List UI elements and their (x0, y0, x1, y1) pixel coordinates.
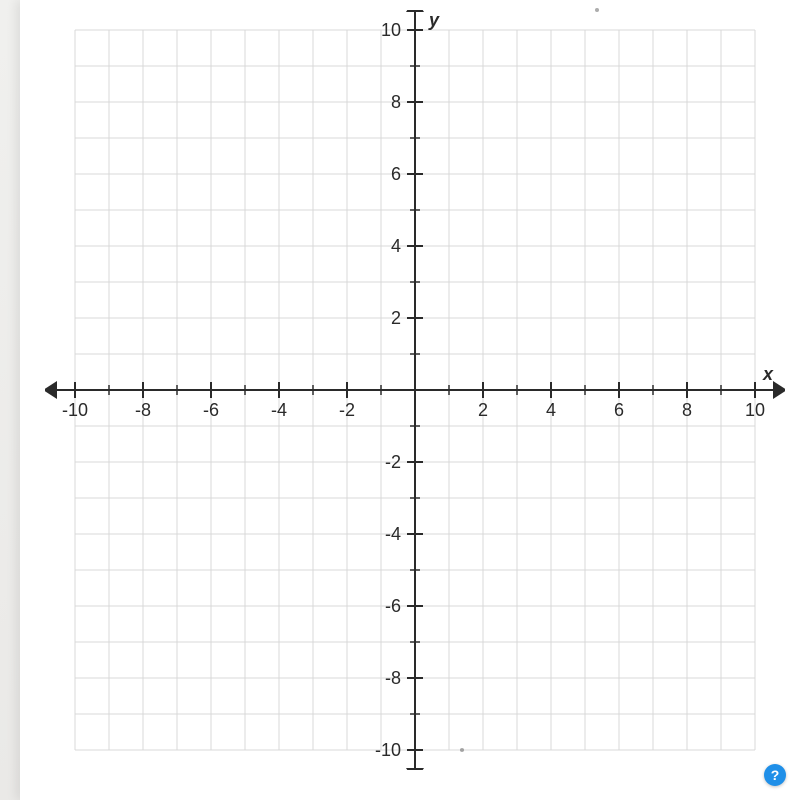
dust-speck (460, 748, 464, 752)
svg-text:-6: -6 (203, 400, 219, 420)
svg-text:8: 8 (391, 92, 401, 112)
coordinate-grid-chart: -10 -8 -6 -4 -2 2 4 6 8 10 10 8 6 4 2 -2 -4 -6 -8 -10 y x (45, 10, 785, 770)
svg-text:-10: -10 (62, 400, 88, 420)
paper-panel: -10 -8 -6 -4 -2 2 4 6 8 10 10 8 6 4 2 -2 -4 -6 -8 -10 y x ? (20, 0, 800, 800)
svg-text:-2: -2 (339, 400, 355, 420)
help-icon: ? (771, 767, 780, 783)
svg-text:-6: -6 (385, 596, 401, 616)
svg-text:-8: -8 (135, 400, 151, 420)
help-button[interactable]: ? (764, 764, 786, 786)
svg-text:-8: -8 (385, 668, 401, 688)
svg-text:-10: -10 (375, 740, 401, 760)
svg-text:-4: -4 (271, 400, 287, 420)
svg-text:6: 6 (614, 400, 624, 420)
photo-background: -10 -8 -6 -4 -2 2 4 6 8 10 10 8 6 4 2 -2 -4 -6 -8 -10 y x ? (0, 0, 800, 800)
svg-text:4: 4 (391, 236, 401, 256)
svg-text:-2: -2 (385, 452, 401, 472)
svg-text:10: 10 (381, 20, 401, 40)
svg-text:4: 4 (546, 400, 556, 420)
svg-text:-4: -4 (385, 524, 401, 544)
svg-text:8: 8 (682, 400, 692, 420)
dust-speck (595, 8, 599, 12)
svg-text:x: x (762, 364, 774, 384)
svg-text:2: 2 (391, 308, 401, 328)
svg-text:2: 2 (478, 400, 488, 420)
svg-text:y: y (428, 10, 440, 30)
svg-text:6: 6 (391, 164, 401, 184)
svg-text:10: 10 (745, 400, 765, 420)
grid-svg: -10 -8 -6 -4 -2 2 4 6 8 10 10 8 6 4 2 -2 -4 -6 -8 -10 y x (45, 10, 785, 770)
